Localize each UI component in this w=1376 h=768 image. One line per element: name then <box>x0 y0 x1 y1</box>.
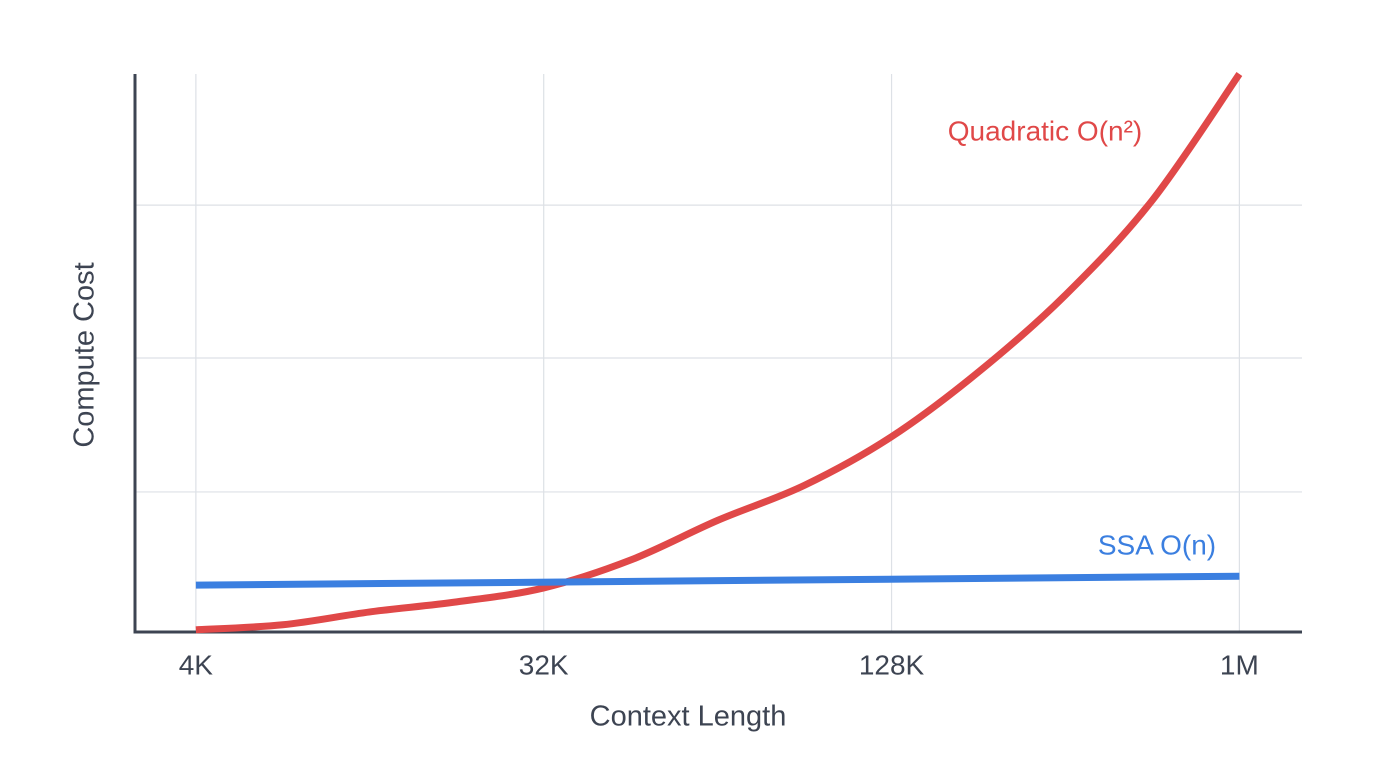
series-line <box>195 572 1240 589</box>
series-label: SSA O(n) <box>1098 529 1216 560</box>
x-axis-title: Context Length <box>590 701 787 733</box>
x-tick-label: 128K <box>859 649 925 680</box>
series-label: Quadratic O(n²) <box>948 115 1143 146</box>
x-tick-label: 4K <box>179 649 214 680</box>
y-axis-title: Compute Cost <box>69 262 101 447</box>
x-tick-label: 1M <box>1220 649 1259 680</box>
x-tick-label: 32K <box>519 649 569 680</box>
series-line <box>195 72 1243 634</box>
